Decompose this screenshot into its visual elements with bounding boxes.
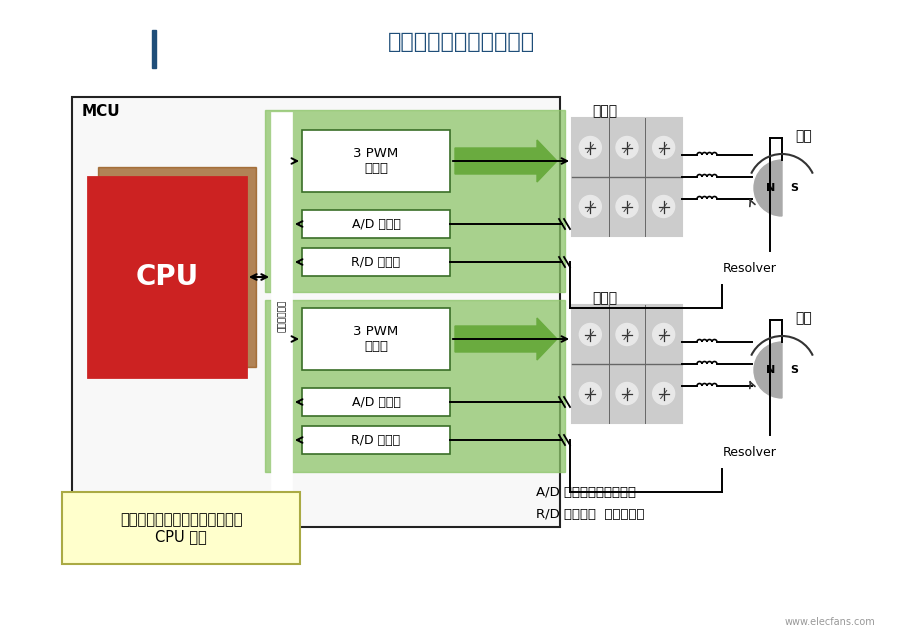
Circle shape <box>616 137 638 158</box>
Text: A/D 转换器：模数转换器: A/D 转换器：模数转换器 <box>536 486 636 498</box>
Circle shape <box>653 137 675 158</box>
Circle shape <box>653 195 675 218</box>
Bar <box>572 305 682 423</box>
Text: N: N <box>765 365 774 375</box>
Bar <box>98 167 256 367</box>
Wedge shape <box>754 342 782 398</box>
Bar <box>302 130 450 192</box>
Text: A/D 转换器: A/D 转换器 <box>351 218 400 230</box>
Bar <box>265 110 565 292</box>
Text: A/D 转换器: A/D 转换器 <box>351 396 400 408</box>
Text: 外围总线接口: 外围总线接口 <box>278 300 287 332</box>
Bar <box>88 177 246 377</box>
Bar <box>302 426 450 454</box>
Text: 逆变器: 逆变器 <box>593 104 618 118</box>
Bar <box>302 210 450 238</box>
Text: MCU: MCU <box>82 103 121 119</box>
Circle shape <box>616 195 638 218</box>
Text: 常规的微控制器系统构成: 常规的微控制器系统构成 <box>387 32 535 52</box>
Bar <box>72 97 560 527</box>
Bar <box>272 113 292 520</box>
Text: 低层电机控制处理占用了大部分
CPU 资源: 低层电机控制处理占用了大部分 CPU 资源 <box>120 512 242 544</box>
Text: Resolver: Resolver <box>723 262 777 274</box>
Text: Resolver: Resolver <box>723 445 777 459</box>
Text: CPU: CPU <box>136 263 198 291</box>
Text: 3 PWM
定时器: 3 PWM 定时器 <box>353 147 398 175</box>
Ellipse shape <box>706 251 794 285</box>
Circle shape <box>579 323 601 346</box>
Text: R/D 转换器：  旋转解码器: R/D 转换器： 旋转解码器 <box>536 508 644 521</box>
Circle shape <box>653 383 675 404</box>
Circle shape <box>579 137 601 158</box>
Text: R/D 转换器: R/D 转换器 <box>351 255 400 269</box>
Circle shape <box>579 195 601 218</box>
Text: 逆变器: 逆变器 <box>593 291 618 305</box>
Circle shape <box>752 340 812 400</box>
Bar <box>302 308 450 370</box>
Text: 电机: 电机 <box>796 129 812 143</box>
Text: R/D 转换器: R/D 转换器 <box>351 433 400 447</box>
Bar <box>302 388 450 416</box>
Text: N: N <box>765 183 774 193</box>
Circle shape <box>579 383 601 404</box>
FancyArrow shape <box>455 140 557 182</box>
Wedge shape <box>754 160 782 216</box>
Bar <box>265 300 565 472</box>
Circle shape <box>752 158 812 218</box>
Text: www.elecfans.com: www.elecfans.com <box>785 617 875 627</box>
Bar <box>302 248 450 276</box>
Text: S: S <box>790 365 798 375</box>
Text: S: S <box>790 183 798 193</box>
Circle shape <box>616 383 638 404</box>
Bar <box>152 30 156 68</box>
Circle shape <box>616 323 638 346</box>
Circle shape <box>653 323 675 346</box>
Bar <box>62 492 300 564</box>
FancyArrow shape <box>455 318 557 360</box>
Ellipse shape <box>706 435 794 469</box>
Text: 3 PWM
定时器: 3 PWM 定时器 <box>353 325 398 353</box>
Text: 电机: 电机 <box>796 311 812 325</box>
Bar <box>572 118 682 236</box>
